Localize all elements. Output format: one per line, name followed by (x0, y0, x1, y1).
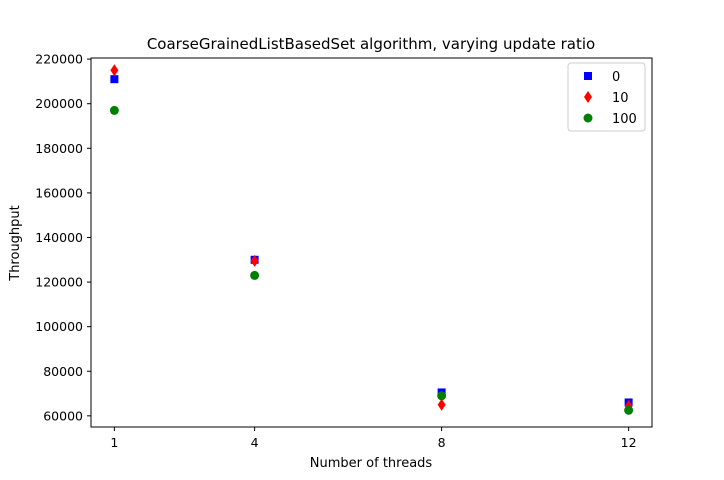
data-point (250, 270, 260, 280)
x-tick-label: 8 (438, 435, 446, 450)
y-tick-label: 60000 (43, 408, 83, 423)
y-tick-label: 200000 (35, 96, 83, 111)
x-tick-label: 1 (110, 435, 118, 450)
y-tick-label: 140000 (35, 230, 83, 245)
data-point (437, 391, 447, 401)
y-tick-label: 180000 (35, 141, 83, 156)
x-axis: 1 4 8 12 (110, 427, 637, 450)
data-point (110, 75, 119, 84)
legend-marker (583, 113, 593, 123)
y-tick-label: 80000 (43, 364, 83, 379)
x-axis-label: Number of threads (310, 456, 433, 471)
y-tick-label: 120000 (35, 275, 83, 290)
y-tick-label: 160000 (35, 185, 83, 200)
legend-label: 0 (612, 70, 620, 85)
y-tick-label: 220000 (35, 52, 83, 67)
legend-label: 100 (612, 112, 637, 127)
data-point (624, 405, 634, 415)
plot-area (90, 57, 653, 428)
x-tick-label: 4 (251, 435, 259, 450)
legend-marker (584, 72, 592, 80)
y-axis: 60000 80000 100000 120000 140000 160000 180000… (35, 52, 91, 423)
y-axis-label: Throughput (8, 205, 23, 282)
x-tick-label: 12 (621, 435, 637, 450)
data-point (437, 398, 446, 411)
legend-label: 10 (612, 91, 629, 106)
data-points (109, 64, 634, 415)
data-point (109, 105, 119, 115)
legend: 0 10 100 (567, 62, 646, 132)
data-point (250, 254, 259, 267)
data-point (110, 64, 119, 77)
series-0 (110, 75, 633, 407)
chart-title: CoarseGrainedListBasedSet algorithm, var… (147, 35, 595, 53)
series-10 (110, 64, 633, 412)
legend-marker (584, 91, 592, 103)
series-100 (109, 105, 634, 415)
y-tick-label: 100000 (35, 319, 83, 334)
